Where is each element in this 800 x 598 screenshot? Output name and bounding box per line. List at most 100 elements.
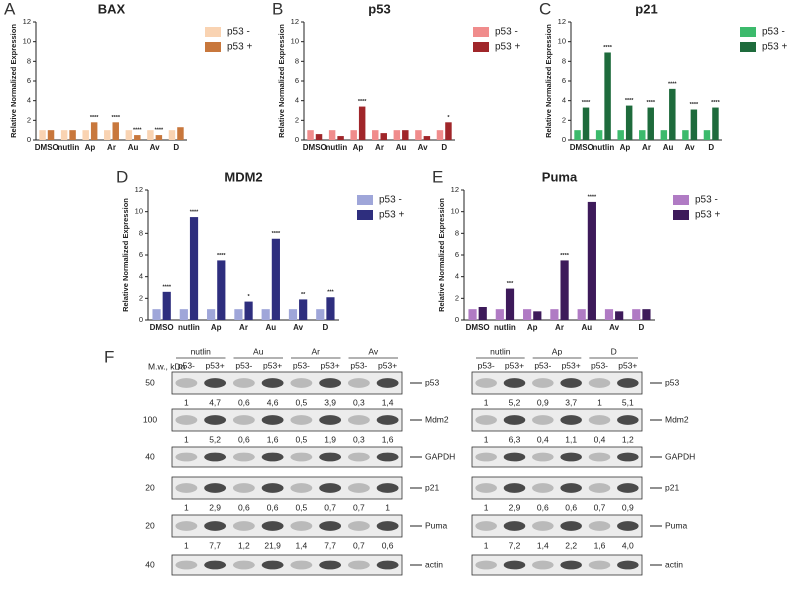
blot-band xyxy=(560,415,582,425)
row-label: Mdm2 xyxy=(665,414,689,424)
quant-label: 0,6 xyxy=(238,397,250,407)
bar xyxy=(217,260,226,320)
significance-label: **** xyxy=(560,253,569,259)
quant-label: 1 xyxy=(484,397,489,407)
panel-label: B xyxy=(272,0,283,18)
blot-band xyxy=(290,452,313,462)
blot-band xyxy=(290,378,313,388)
x-tick-label: nutlin xyxy=(494,323,516,332)
quant-label: 0,7 xyxy=(353,540,365,550)
bar xyxy=(315,134,323,140)
x-tick-label: Av xyxy=(609,323,619,332)
y-tick-label: 6 xyxy=(139,250,143,259)
row-label: Puma xyxy=(425,520,447,530)
blot-band xyxy=(290,521,313,531)
chart-title: p53 xyxy=(368,1,390,16)
x-tick-label: nutlin xyxy=(178,323,200,332)
x-tick-label: Ar xyxy=(107,143,116,152)
quant-label: 3,9 xyxy=(324,397,336,407)
bar xyxy=(682,130,689,140)
bar xyxy=(152,309,161,320)
lane-label: p53+ xyxy=(562,360,581,370)
row-label: GAPDH xyxy=(425,451,455,461)
bar xyxy=(179,309,188,320)
blot-band xyxy=(347,560,370,570)
x-tick-label: DMSO xyxy=(570,143,594,152)
blot-band xyxy=(376,483,399,493)
quant-label: 0,5 xyxy=(295,397,307,407)
lane-label: p53- xyxy=(478,360,495,370)
row-label: p21 xyxy=(665,482,679,492)
blot-band xyxy=(175,378,198,388)
bar xyxy=(560,260,569,320)
bar xyxy=(703,130,711,140)
y-tick-label: 8 xyxy=(27,56,31,65)
blot-band xyxy=(319,560,342,570)
blot-band xyxy=(319,483,342,493)
bar xyxy=(604,52,611,140)
blot-band xyxy=(475,452,497,462)
lane-label: p53- xyxy=(293,360,310,370)
blot-band xyxy=(319,415,342,425)
group-label: nutlin xyxy=(490,346,511,356)
quant-label: 1 xyxy=(484,502,489,512)
y-tick-label: 12 xyxy=(135,185,143,194)
bar xyxy=(639,130,646,140)
group-label: nutlin xyxy=(191,346,212,356)
x-tick-label: Av xyxy=(150,143,160,152)
quant-label: 1 xyxy=(184,540,189,550)
blot-band xyxy=(232,415,255,425)
row-label: Mdm2 xyxy=(425,414,449,424)
blot-band xyxy=(503,560,526,570)
significance-label: *** xyxy=(507,281,514,287)
bar xyxy=(423,136,431,140)
y-tick-label: 0 xyxy=(562,135,566,144)
blot-band xyxy=(532,483,554,493)
quant-label: 1,4 xyxy=(295,540,307,550)
quant-label: 5,1 xyxy=(622,397,634,407)
blot-band xyxy=(376,378,399,388)
blot-band xyxy=(204,560,227,570)
quant-label: 4,0 xyxy=(622,540,634,550)
legend-label: p53 + xyxy=(379,210,404,221)
y-tick-label: 0 xyxy=(27,135,31,144)
quant-label: 0,6 xyxy=(537,502,549,512)
blot-strip xyxy=(471,476,643,500)
significance-label: **** xyxy=(690,102,699,108)
y-tick-label: 2 xyxy=(27,115,31,124)
blot-band xyxy=(617,560,639,570)
quant-label: 4,6 xyxy=(267,397,279,407)
bar xyxy=(326,297,335,320)
quant-label: 0,7 xyxy=(594,502,606,512)
y-tick-label: 10 xyxy=(291,37,299,46)
x-tick-label: D xyxy=(638,323,644,332)
row-label: Puma xyxy=(665,520,687,530)
blot-band xyxy=(588,483,611,493)
blot-band xyxy=(475,560,497,570)
bar xyxy=(168,130,176,140)
blot-band xyxy=(319,378,342,388)
bar xyxy=(380,133,387,140)
quant-label: 0,6 xyxy=(267,502,279,512)
quant-label: 1 xyxy=(597,397,602,407)
panel-label: C xyxy=(539,0,551,18)
lane-label: p53- xyxy=(534,360,551,370)
quant-label: 6,3 xyxy=(509,434,521,444)
blot-band xyxy=(175,415,198,425)
x-tick-label: DMSO xyxy=(303,143,327,152)
quant-label: 1 xyxy=(385,502,390,512)
row-label: GAPDH xyxy=(665,451,695,461)
y-tick-label: 0 xyxy=(295,135,299,144)
quant-label: 0,5 xyxy=(295,502,307,512)
x-tick-label: D xyxy=(322,323,328,332)
x-tick-label: Ap xyxy=(211,323,222,332)
blot-band xyxy=(204,415,227,425)
row-label: p53 xyxy=(665,377,679,387)
quant-label: 1,2 xyxy=(622,434,634,444)
blot-band xyxy=(376,521,399,531)
blot-band xyxy=(204,521,227,531)
x-tick-label: Ar xyxy=(555,323,564,332)
chart-title: BAX xyxy=(98,1,126,16)
lane-label: p53+ xyxy=(378,360,397,370)
y-tick-label: 2 xyxy=(562,115,566,124)
